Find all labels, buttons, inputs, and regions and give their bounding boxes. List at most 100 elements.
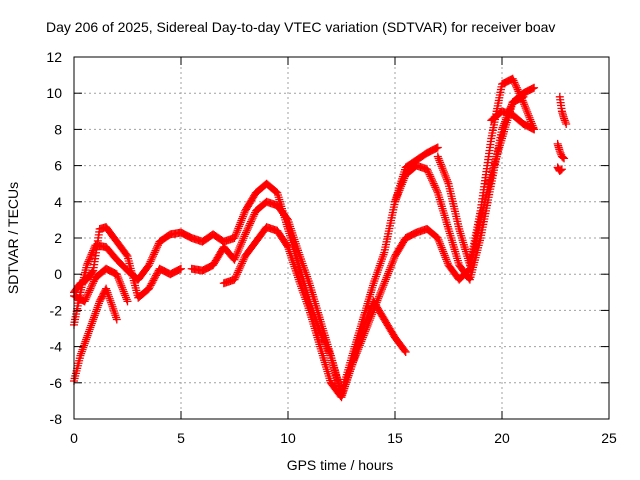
- data-point: [379, 281, 388, 290]
- data-point: [241, 230, 250, 239]
- data-point: [88, 267, 97, 276]
- data-point: [440, 251, 449, 260]
- data-point: [401, 348, 410, 357]
- data-point: [507, 102, 516, 111]
- x-axis-title: GPS time / hours: [287, 457, 394, 473]
- data-point: [433, 143, 442, 152]
- data-point: [555, 147, 564, 156]
- data-point: [438, 245, 447, 254]
- data-point: [81, 295, 90, 304]
- data-point: [387, 261, 396, 270]
- data-point: [144, 261, 153, 270]
- data-point: [88, 281, 97, 290]
- data-point: [238, 214, 247, 223]
- data-point: [443, 177, 452, 186]
- data-point: [501, 115, 510, 124]
- data-point: [393, 191, 402, 200]
- data-point: [424, 168, 433, 177]
- data-point: [83, 291, 92, 300]
- data-point: [144, 284, 153, 293]
- data-point: [355, 343, 364, 352]
- data-point: [441, 253, 450, 262]
- data-point: [87, 282, 96, 291]
- series-track-13: [553, 163, 566, 176]
- data-point: [89, 277, 98, 286]
- data-point: [352, 351, 361, 360]
- data-point: [234, 266, 243, 275]
- data-point: [240, 208, 249, 217]
- data-point: [513, 85, 522, 94]
- data-point: [102, 284, 111, 293]
- data-point: [368, 310, 377, 319]
- data-point: [351, 352, 360, 361]
- data-point: [115, 276, 124, 285]
- data-point: [365, 316, 374, 325]
- data-point: [562, 119, 571, 128]
- data-point: [558, 153, 567, 162]
- data-point: [510, 78, 519, 87]
- data-point: [245, 221, 254, 230]
- data-point: [384, 269, 393, 278]
- data-point: [86, 323, 95, 332]
- data-point: [358, 333, 367, 342]
- data-point: [500, 119, 509, 128]
- data-point: [107, 298, 116, 307]
- data-point: [389, 255, 398, 264]
- data-point: [146, 257, 155, 266]
- data-point: [530, 83, 539, 92]
- data-point: [85, 253, 94, 262]
- data-point: [237, 216, 246, 225]
- data-point: [234, 224, 243, 233]
- data-point: [520, 102, 529, 111]
- data-point: [356, 339, 365, 348]
- data-point: [82, 333, 91, 342]
- data-point: [381, 275, 390, 284]
- series-track-11: [555, 92, 571, 128]
- data-point: [394, 190, 403, 199]
- data-point: [231, 273, 240, 282]
- data-point: [80, 339, 89, 348]
- data-point: [399, 176, 408, 185]
- y-tick-label: 10: [46, 85, 62, 101]
- data-point: [89, 313, 98, 322]
- data-point: [84, 288, 93, 297]
- data-point: [386, 263, 395, 272]
- data-point: [508, 74, 517, 83]
- y-tick-label: 4: [54, 194, 62, 210]
- data-point: [560, 154, 569, 163]
- data-point: [239, 234, 248, 243]
- series-track-3: [70, 223, 185, 302]
- data-point: [113, 272, 122, 281]
- data-point: [378, 285, 387, 294]
- data-point: [439, 249, 448, 258]
- data-point: [120, 289, 129, 298]
- series-track-4: [70, 264, 132, 306]
- data-point: [239, 210, 248, 219]
- data-point: [520, 100, 529, 109]
- data-point: [390, 254, 399, 263]
- data-point: [365, 318, 374, 327]
- data-point: [423, 167, 432, 176]
- data-point: [232, 251, 241, 260]
- y-tick-label: -2: [50, 302, 63, 318]
- data-point: [147, 255, 156, 264]
- data-point: [235, 222, 244, 231]
- data-point: [400, 346, 409, 355]
- data-point: [90, 311, 99, 320]
- data-point: [83, 259, 92, 268]
- y-tick-label: -6: [50, 375, 63, 391]
- data-point: [79, 341, 88, 350]
- data-point: [394, 188, 403, 197]
- data-point: [242, 228, 251, 237]
- data-point: [397, 182, 406, 191]
- data-point: [87, 321, 96, 330]
- data-point: [557, 165, 566, 174]
- data-point: [232, 230, 241, 239]
- data-point: [556, 166, 565, 175]
- data-point: [442, 173, 451, 182]
- data-point: [517, 94, 526, 103]
- series-track-8: [391, 83, 539, 284]
- data-point: [238, 212, 247, 221]
- data-point: [233, 268, 242, 277]
- data-point: [145, 259, 154, 268]
